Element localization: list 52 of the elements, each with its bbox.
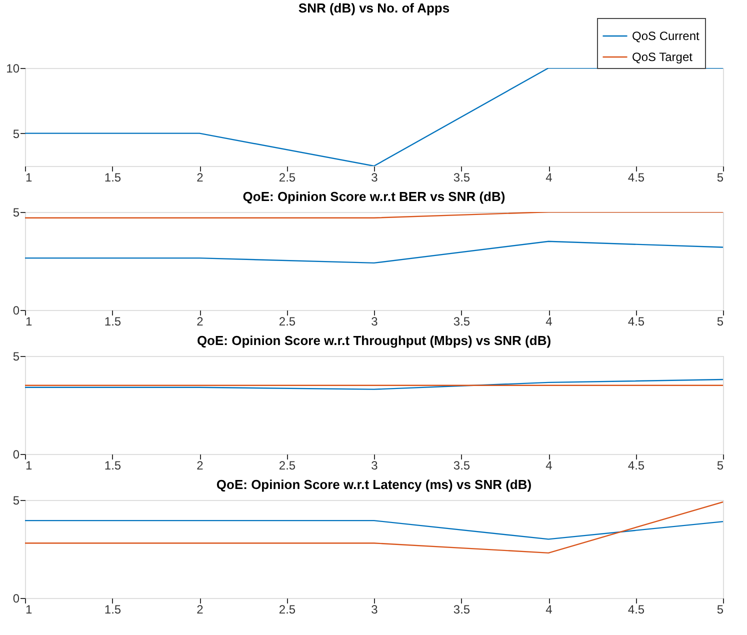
x-tick-label: 4: [546, 602, 553, 616]
legend-label: QoS Current: [632, 29, 700, 43]
x-tick-label: 5: [716, 314, 724, 328]
y-tick-label: 0: [12, 448, 20, 462]
x-tick-label: 4: [546, 314, 553, 328]
x-tick-label: 4: [546, 170, 553, 184]
x-tick-label: 2.5: [278, 458, 296, 472]
x-tick-label: 1: [26, 602, 32, 616]
x-tick-label: 1: [26, 170, 32, 184]
y-tick-label: 5: [12, 494, 20, 508]
x-tick-label: 4: [546, 458, 553, 472]
legend-label: QoS Target: [632, 50, 694, 64]
x-tick-label: 2.5: [278, 602, 296, 616]
y-tick-label: 0: [12, 592, 20, 606]
x-tick-label: 4.5: [628, 170, 645, 184]
x-tick-label: 5: [716, 458, 724, 472]
y-tick-label: 0: [12, 304, 20, 318]
x-tick-label: 1: [26, 314, 32, 328]
line-series: [25, 378, 723, 390]
x-tick-label: 2.5: [278, 314, 296, 328]
x-tick-label: 4.5: [628, 602, 645, 616]
x-tick-label: 1: [26, 458, 32, 472]
chart-title: QoE: Opinion Score w.r.t BER vs SNR (dB): [242, 189, 506, 204]
y-tick-label: 5: [12, 350, 20, 364]
line-series: [25, 240, 723, 264]
x-tick-label: 5: [716, 170, 724, 184]
x-tick-label: 3: [371, 170, 378, 184]
chart-title: QoE: Opinion Score w.r.t Throughput (Mbps) vs SNR (dB): [196, 333, 552, 348]
x-tick-label: 2: [196, 602, 204, 616]
y-tick-label: 5: [12, 126, 20, 141]
x-tick-label: 3.5: [453, 314, 470, 328]
x-tick-label: 3.5: [453, 602, 470, 616]
x-tick-label: 4.5: [628, 458, 645, 472]
x-tick-label: 1.5: [104, 602, 122, 616]
y-tick-label: 5: [12, 206, 20, 220]
x-tick-label: 3.5: [453, 170, 470, 184]
chart-title: QoE: Opinion Score w.r.t Latency (ms) vs SNR (dB): [216, 477, 532, 492]
x-tick-label: 3.5: [453, 458, 470, 472]
x-tick-label: 1.5: [104, 458, 122, 472]
x-tick-label: 2: [196, 314, 204, 328]
x-tick-label: 2: [196, 458, 204, 472]
x-tick-label: 1.5: [104, 314, 122, 328]
x-tick-label: 1.5: [104, 170, 122, 184]
x-tick-label: 4.5: [628, 314, 645, 328]
x-tick-label: 2: [196, 170, 204, 184]
x-tick-label: 3: [371, 602, 378, 616]
chart-title: SNR (dB) vs No. of Apps: [298, 0, 450, 16]
y-tick-label: 10: [6, 62, 20, 76]
x-tick-label: 3: [371, 458, 378, 472]
x-tick-label: 5: [716, 602, 724, 616]
x-tick-label: 3: [371, 314, 378, 328]
x-tick-label: 2.5: [278, 170, 296, 184]
